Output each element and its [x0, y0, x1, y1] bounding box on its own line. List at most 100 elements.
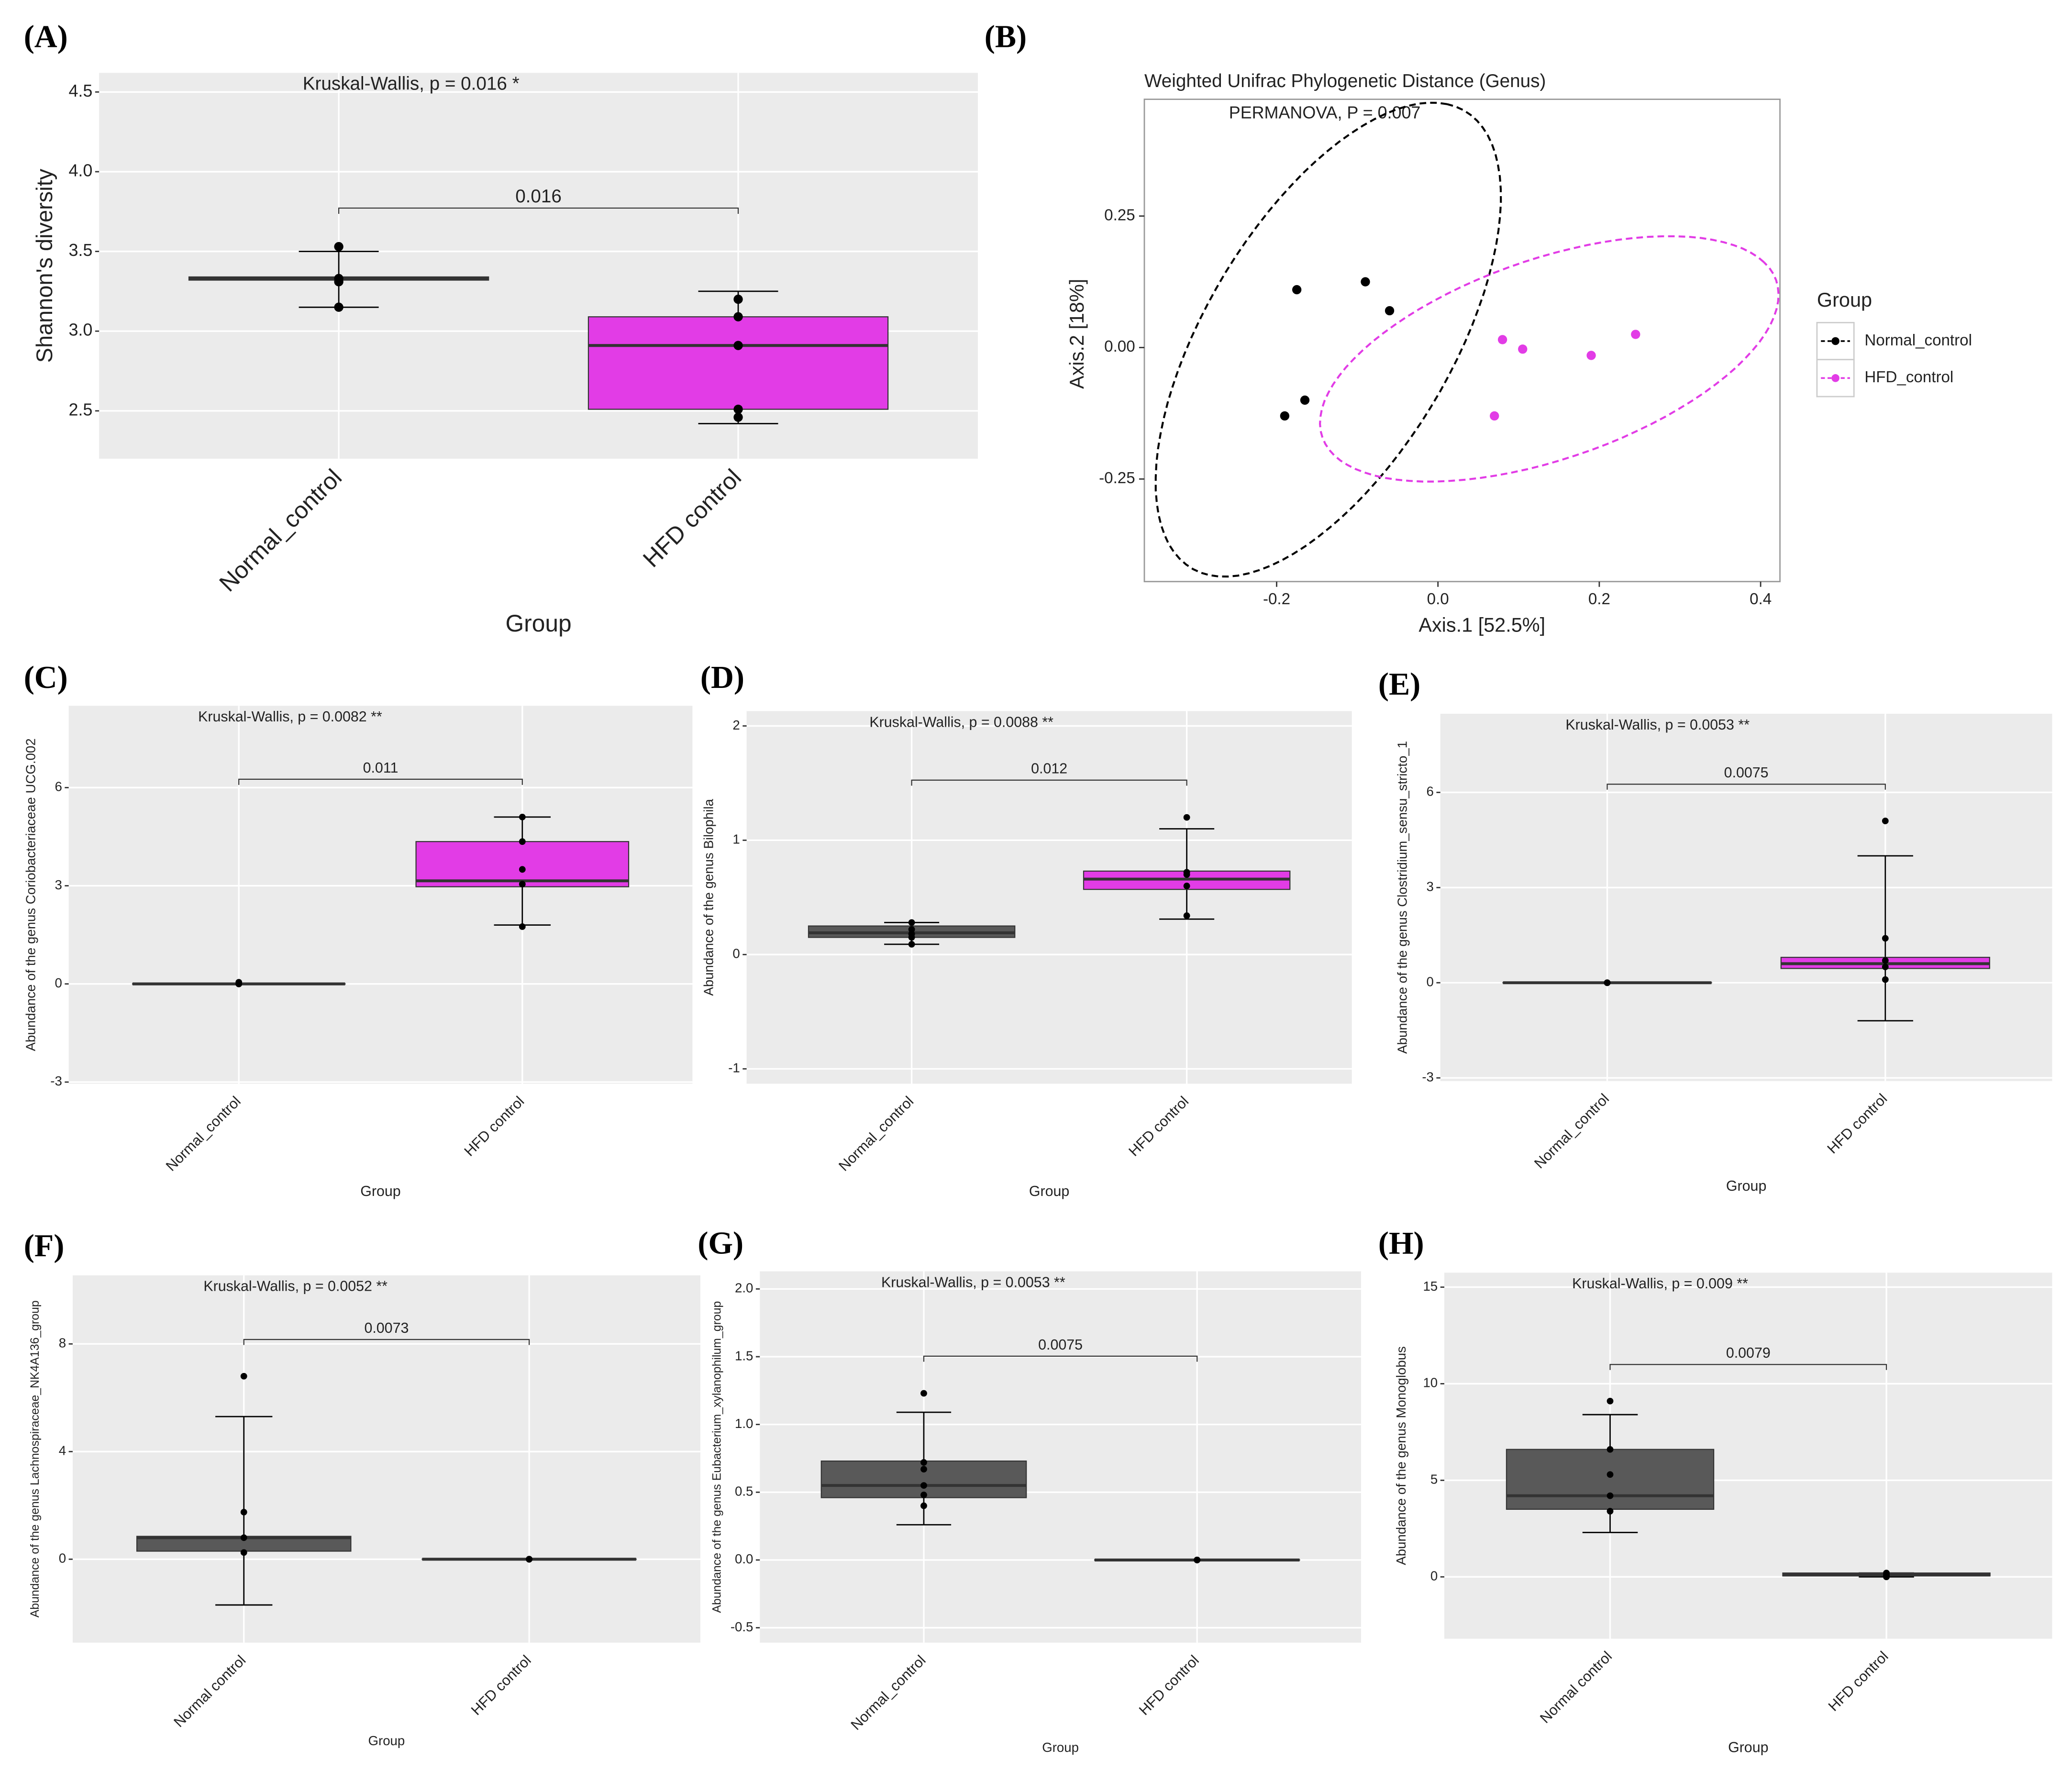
point — [908, 941, 915, 948]
x-tick-label: HFD control — [1825, 1648, 1892, 1715]
x-axis-label: Group — [1029, 1183, 1069, 1199]
y-tick-label: 0.25 — [1104, 206, 1135, 224]
point — [526, 1556, 533, 1563]
y-tick-label: -3 — [1422, 1069, 1434, 1084]
panel-label: (D) — [700, 660, 744, 695]
point — [1183, 871, 1190, 878]
point — [920, 1459, 927, 1466]
point — [908, 926, 915, 933]
y-tick-label: 10 — [1423, 1375, 1438, 1390]
y-tick-label: 1.5 — [735, 1348, 753, 1363]
point — [519, 866, 526, 873]
x-axis-label: Axis.1 [52.5%] — [1418, 614, 1545, 636]
y-tick-label: 6 — [55, 779, 62, 794]
y-tick-label: 6 — [1427, 784, 1434, 799]
annotation: PERMANOVA, P = 0.007 — [1229, 103, 1421, 122]
point — [1607, 1397, 1614, 1405]
panel-label: (C) — [24, 660, 68, 695]
point — [240, 1373, 247, 1380]
y-axis-label: Abundance of the genus Eubacterium_xylan… — [710, 1301, 723, 1613]
point — [334, 242, 343, 252]
plot-panel — [1143, 99, 1781, 583]
y-tick-label: 0 — [1427, 974, 1434, 989]
panel-label: (A) — [24, 19, 68, 54]
point — [908, 919, 915, 926]
x-tick-label: HFD control — [461, 1093, 528, 1160]
point — [920, 1502, 927, 1509]
annotation: Kruskal-Wallis, p = 0.0052 ** — [203, 1278, 388, 1295]
point — [920, 1492, 927, 1498]
bracket-label: 0.0079 — [1726, 1345, 1771, 1361]
point — [1194, 1556, 1201, 1563]
annotation: Kruskal-Wallis, p = 0.0082 ** — [198, 708, 382, 725]
x-tick-label: 0.2 — [1588, 590, 1610, 608]
point — [1361, 277, 1370, 287]
y-axis-label: Abundance of the genus Lachnospiraceae_N… — [29, 1300, 42, 1617]
point — [1882, 935, 1889, 942]
y-axis-label: Axis.2 [18%] — [1065, 279, 1088, 389]
point — [1882, 976, 1889, 983]
significance-bracket — [1607, 784, 1886, 790]
point — [1497, 335, 1507, 344]
y-tick-label: 4.5 — [68, 81, 92, 100]
point — [920, 1466, 927, 1473]
bracket-label: 0.011 — [363, 760, 399, 776]
point — [1490, 411, 1499, 421]
point — [1292, 285, 1302, 295]
legend-title: Group — [1817, 288, 1872, 311]
x-axis-label: Group — [1042, 1740, 1079, 1755]
y-axis-label: Abundance of the genus Coriobacteriaceae… — [23, 738, 38, 1051]
annotation: Kruskal-Wallis, p = 0.0088 ** — [869, 714, 1053, 730]
bracket-label: 0.0075 — [1724, 764, 1769, 781]
point — [1385, 306, 1395, 316]
x-tick-label: HFD control — [1136, 1652, 1202, 1718]
y-axis-label: Shannon's diversity — [32, 168, 57, 363]
y-axis-label: Abundance of the genus Clostridium_sensu… — [1395, 741, 1410, 1054]
y-tick-label: -1 — [728, 1061, 740, 1075]
point — [1883, 1573, 1890, 1581]
x-tick-label: Normal control — [171, 1652, 249, 1730]
x-tick-label: 0.4 — [1750, 590, 1772, 608]
x-tick-label: HFD control — [638, 464, 746, 572]
significance-bracket — [911, 779, 1187, 786]
y-tick-label: 15 — [1423, 1279, 1438, 1294]
x-axis-label: Group — [505, 610, 571, 637]
y-axis-label: Abundance of the genus Monoglobus — [1394, 1346, 1408, 1565]
legend-point — [1831, 374, 1839, 382]
point — [1607, 1492, 1614, 1499]
point — [334, 302, 343, 312]
panel-label: (B) — [985, 19, 1027, 54]
plot-panel — [760, 1271, 1361, 1643]
y-tick-label: 3.5 — [68, 241, 92, 260]
point — [1607, 1508, 1614, 1515]
point — [920, 1482, 927, 1489]
y-tick-label: -0.25 — [1099, 469, 1135, 487]
x-tick-label: Normal_control — [848, 1652, 929, 1733]
y-tick-label: 1.0 — [735, 1416, 753, 1431]
y-tick-label: 5 — [1430, 1472, 1438, 1487]
confidence-ellipse — [1319, 235, 1780, 483]
x-axis-label: Group — [368, 1733, 405, 1748]
x-tick-label: Normal_control — [1531, 1091, 1612, 1172]
point — [1607, 1471, 1614, 1478]
point — [240, 1549, 247, 1556]
y-tick-label: -0.5 — [731, 1619, 753, 1634]
point — [1882, 963, 1889, 970]
point — [235, 980, 243, 987]
significance-bracket — [923, 1355, 1198, 1362]
x-tick-label: HFD control — [1824, 1091, 1891, 1157]
point — [519, 838, 526, 845]
bracket-label: 0.0075 — [1038, 1337, 1083, 1353]
point — [1607, 1446, 1614, 1453]
y-tick-label: 4 — [59, 1443, 66, 1458]
y-tick-label: 0 — [59, 1551, 66, 1566]
point — [733, 412, 743, 422]
x-tick-label: Normal_control — [163, 1093, 244, 1174]
box — [1506, 1449, 1715, 1510]
point — [1882, 818, 1889, 824]
point — [1300, 395, 1310, 405]
significance-bracket — [338, 207, 739, 214]
significance-bracket — [243, 1339, 530, 1345]
y-tick-label: 0.0 — [735, 1551, 753, 1566]
point — [920, 1390, 927, 1397]
